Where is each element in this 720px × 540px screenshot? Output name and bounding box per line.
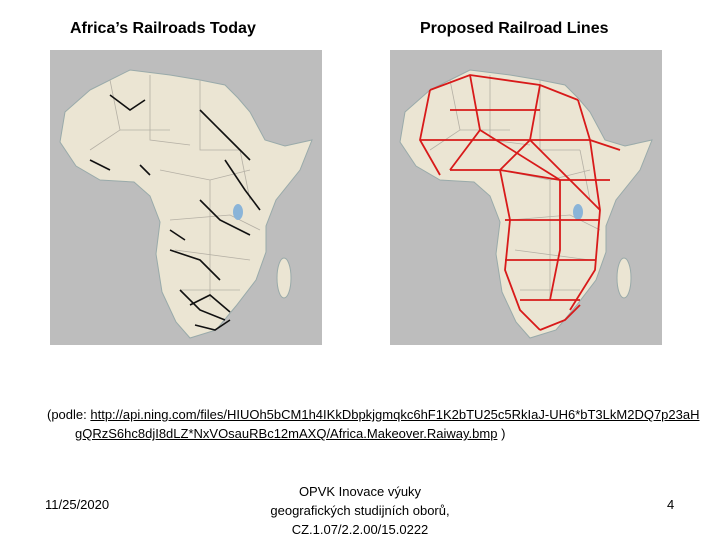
source-link[interactable]: http://api.ning.com/files/HIUOh5bCM1h4IK… (75, 407, 700, 441)
map-image (50, 50, 322, 345)
border (174, 249, 251, 261)
caption: (podle: http://api.ning.com/files/HIUOh5… (47, 405, 700, 443)
continent (59, 69, 313, 339)
railroad (479, 129, 561, 181)
footer-date: 11/25/2020 (45, 497, 110, 512)
railroad (169, 249, 221, 281)
map-title: Proposed Railroad Lines (420, 20, 609, 37)
railroad (194, 319, 231, 331)
island (616, 257, 632, 299)
railroad (179, 289, 226, 321)
railroad (429, 74, 579, 101)
railroad (569, 139, 601, 311)
railroad (549, 180, 561, 301)
border (169, 214, 261, 231)
lake (233, 204, 243, 220)
border (239, 149, 251, 201)
railroad (199, 199, 251, 236)
railroad (139, 164, 151, 176)
footer-center: OPVK Inovace výuky geografických studijn… (230, 482, 490, 539)
lake (573, 204, 583, 220)
map-title: Africa’s Railroads Today (70, 20, 256, 37)
border (579, 149, 591, 201)
footer-line: CZ.1.07/2.2.00/15.0222 (291, 522, 429, 537)
railroad (199, 109, 251, 161)
railroad (109, 94, 146, 111)
page-number: 4 (667, 497, 675, 512)
railroad (529, 139, 601, 211)
railroad (89, 159, 111, 171)
footer-line: OPVK Inovace výuky (298, 484, 422, 499)
railroad (189, 294, 231, 313)
map-image (390, 50, 662, 345)
railroad (450, 169, 610, 181)
island (276, 257, 292, 299)
border (199, 80, 240, 151)
caption-suffix: ) (501, 426, 506, 441)
railroad (499, 169, 541, 331)
border (149, 75, 191, 146)
railroad (169, 229, 186, 241)
footer-line: geografických studijních oborů, (270, 503, 450, 518)
border (509, 214, 601, 231)
railroad (224, 159, 261, 211)
caption-prefix: (podle: (47, 407, 87, 422)
border (514, 249, 591, 261)
railroad (539, 304, 581, 331)
